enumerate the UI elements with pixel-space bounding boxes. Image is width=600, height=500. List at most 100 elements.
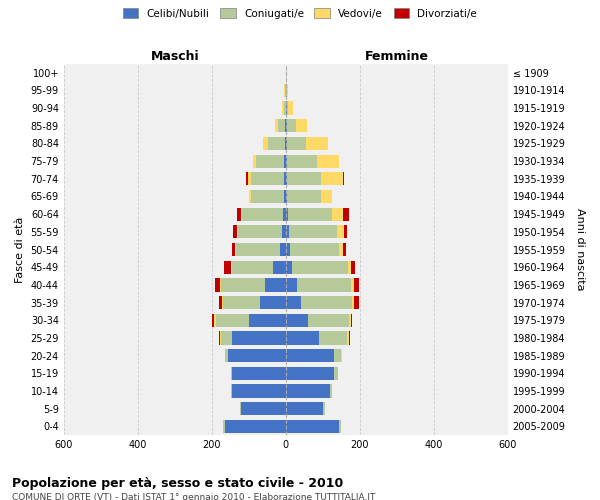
Bar xyxy=(286,349,342,362)
Bar xyxy=(237,208,286,221)
Bar xyxy=(286,154,317,168)
Bar xyxy=(232,260,286,274)
Bar xyxy=(223,420,286,433)
Bar xyxy=(286,137,328,150)
Bar xyxy=(253,154,286,168)
Bar xyxy=(286,208,287,221)
Bar xyxy=(223,420,286,433)
Bar xyxy=(286,260,351,274)
Bar xyxy=(285,119,286,132)
Bar xyxy=(285,137,286,150)
Bar xyxy=(236,243,286,256)
Bar xyxy=(284,172,286,186)
Bar xyxy=(275,119,286,132)
Bar xyxy=(286,384,332,398)
Bar xyxy=(286,119,296,132)
Bar xyxy=(286,172,344,186)
Bar xyxy=(230,366,286,380)
Bar xyxy=(286,332,349,344)
Bar xyxy=(286,332,347,344)
Bar xyxy=(282,102,286,114)
Bar xyxy=(286,314,352,327)
Bar xyxy=(230,366,286,380)
Bar xyxy=(286,137,306,150)
Bar xyxy=(286,278,350,291)
Bar xyxy=(219,332,286,344)
Bar xyxy=(284,84,286,97)
Bar xyxy=(286,154,339,168)
Bar xyxy=(241,208,286,221)
Bar xyxy=(286,84,287,97)
Bar xyxy=(286,332,350,344)
Bar xyxy=(240,402,286,415)
Bar xyxy=(286,102,293,114)
Bar xyxy=(230,366,286,380)
Bar xyxy=(220,278,286,291)
Bar xyxy=(229,349,286,362)
Bar xyxy=(214,314,286,327)
Bar xyxy=(286,190,332,203)
Y-axis label: Anni di nascita: Anni di nascita xyxy=(575,208,585,291)
Bar xyxy=(286,190,320,203)
Bar xyxy=(249,190,286,203)
Bar xyxy=(286,243,343,256)
Bar xyxy=(280,243,286,256)
Bar xyxy=(286,119,287,132)
Bar xyxy=(240,402,286,415)
Bar xyxy=(232,243,286,256)
Bar xyxy=(224,260,286,274)
Bar xyxy=(256,154,286,168)
Bar xyxy=(286,260,348,274)
Bar xyxy=(286,208,349,221)
Bar xyxy=(221,332,286,344)
Bar xyxy=(246,172,286,186)
Bar xyxy=(286,314,308,327)
Bar xyxy=(215,278,286,291)
Bar xyxy=(286,225,344,238)
Bar xyxy=(232,384,286,398)
Bar xyxy=(286,384,332,398)
Bar xyxy=(284,190,286,203)
Text: Popolazione per età, sesso e stato civile - 2010: Popolazione per età, sesso e stato civil… xyxy=(12,478,343,490)
Bar xyxy=(286,349,341,362)
Bar xyxy=(263,137,286,150)
Bar xyxy=(220,332,286,344)
Text: COMUNE DI ORTE (VT) - Dati ISTAT 1° gennaio 2010 - Elaborazione TUTTITALIA.IT: COMUNE DI ORTE (VT) - Dati ISTAT 1° genn… xyxy=(12,492,376,500)
Bar xyxy=(263,137,286,150)
Y-axis label: Fasce di età: Fasce di età xyxy=(15,216,25,282)
Text: Femmine: Femmine xyxy=(365,50,429,63)
Bar xyxy=(286,102,287,114)
Text: Maschi: Maschi xyxy=(151,50,199,63)
Bar xyxy=(286,402,323,415)
Bar xyxy=(284,154,286,168)
Bar xyxy=(284,84,286,97)
Bar xyxy=(232,384,286,398)
Bar xyxy=(223,296,286,309)
Bar xyxy=(282,225,286,238)
Bar xyxy=(286,84,289,97)
Bar xyxy=(219,296,286,309)
Bar xyxy=(273,260,286,274)
Bar xyxy=(286,349,342,362)
Bar xyxy=(286,190,287,203)
Bar xyxy=(242,208,286,221)
Bar xyxy=(286,420,340,433)
Bar xyxy=(286,366,338,380)
Bar xyxy=(285,84,286,97)
Bar xyxy=(275,119,286,132)
Bar xyxy=(225,420,286,433)
Bar xyxy=(286,296,359,309)
Bar xyxy=(282,102,286,114)
Bar xyxy=(286,314,349,327)
Bar xyxy=(249,190,286,203)
Bar xyxy=(268,137,286,150)
Bar xyxy=(286,154,339,168)
Bar xyxy=(221,278,286,291)
Bar xyxy=(286,243,346,256)
Bar xyxy=(286,402,325,415)
Bar xyxy=(225,349,286,362)
Bar xyxy=(286,278,297,291)
Bar xyxy=(286,420,341,433)
Bar xyxy=(286,260,355,274)
Bar xyxy=(286,296,352,309)
